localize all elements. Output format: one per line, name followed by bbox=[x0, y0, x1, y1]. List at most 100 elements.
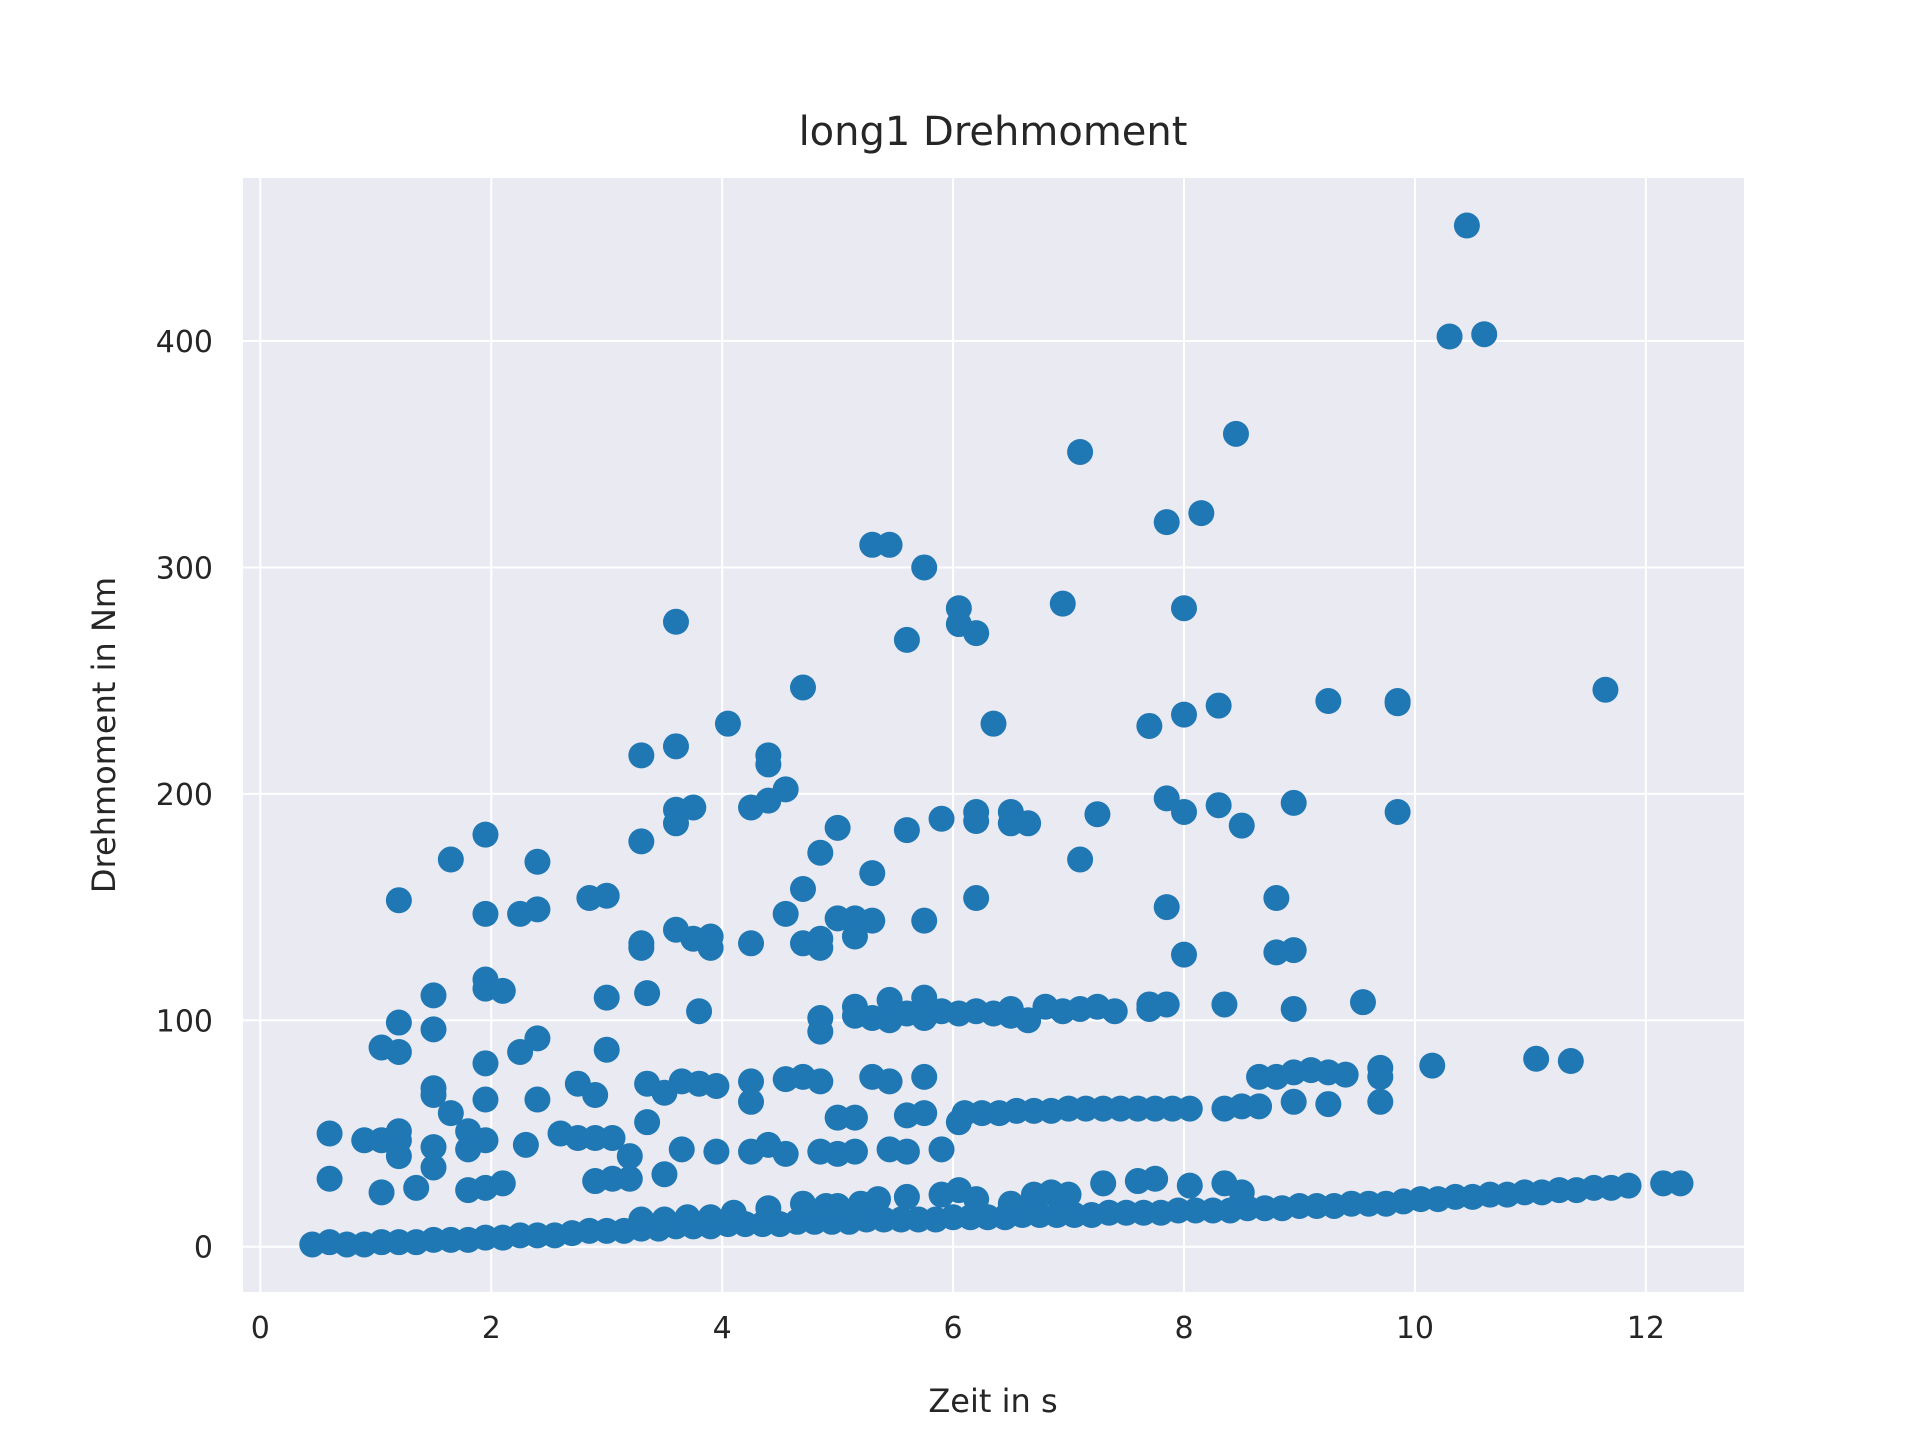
data-point bbox=[651, 1161, 678, 1188]
data-point bbox=[824, 814, 851, 841]
data-point bbox=[1384, 798, 1411, 825]
data-point bbox=[789, 875, 816, 902]
data-point bbox=[437, 846, 464, 873]
data-point bbox=[1419, 1052, 1446, 1079]
data-point bbox=[1084, 801, 1111, 828]
data-point bbox=[1090, 1170, 1117, 1197]
y-tick-label: 400 bbox=[156, 325, 213, 360]
data-point bbox=[807, 839, 834, 866]
data-point bbox=[1153, 991, 1180, 1018]
data-point bbox=[1246, 1093, 1273, 1120]
data-point bbox=[385, 1009, 412, 1036]
data-point bbox=[1142, 1165, 1169, 1192]
data-point bbox=[1176, 1095, 1203, 1122]
data-point bbox=[789, 1190, 816, 1217]
data-point bbox=[582, 1082, 609, 1109]
data-point bbox=[1153, 894, 1180, 921]
data-point bbox=[437, 1100, 464, 1127]
y-tick-labels: 0 100 200 300 400 bbox=[156, 325, 213, 1266]
data-point bbox=[772, 900, 799, 927]
data-point bbox=[524, 896, 551, 923]
data-point bbox=[893, 1183, 920, 1210]
data-point bbox=[403, 1174, 430, 1201]
data-point bbox=[963, 1186, 990, 1213]
data-point bbox=[1055, 1181, 1082, 1208]
data-point bbox=[316, 1120, 343, 1147]
data-point bbox=[859, 907, 886, 934]
data-point bbox=[1171, 941, 1198, 968]
data-point bbox=[662, 733, 689, 760]
data-point bbox=[662, 608, 689, 635]
data-point bbox=[472, 1050, 499, 1077]
data-point bbox=[807, 934, 834, 961]
data-point bbox=[893, 1138, 920, 1165]
data-point bbox=[668, 1136, 695, 1163]
data-point bbox=[1436, 323, 1463, 350]
chart-title: long1 Drehmoment bbox=[799, 109, 1188, 155]
x-tick-label: 12 bbox=[1627, 1311, 1665, 1346]
data-point bbox=[1280, 1088, 1307, 1115]
x-tick-label: 4 bbox=[713, 1311, 732, 1346]
data-point bbox=[616, 1165, 643, 1192]
data-point bbox=[1280, 995, 1307, 1022]
data-point bbox=[1315, 1091, 1342, 1118]
data-point bbox=[472, 900, 499, 927]
data-points bbox=[299, 212, 1694, 1258]
data-point bbox=[680, 794, 707, 821]
data-point bbox=[593, 984, 620, 1011]
data-point bbox=[316, 1165, 343, 1192]
data-point bbox=[385, 1038, 412, 1065]
data-point bbox=[368, 1179, 395, 1206]
x-tick-label: 6 bbox=[944, 1311, 963, 1346]
data-point bbox=[1222, 420, 1249, 447]
data-point bbox=[634, 1109, 661, 1136]
data-point bbox=[628, 742, 655, 769]
data-point bbox=[911, 907, 938, 934]
data-point bbox=[1280, 789, 1307, 816]
data-point bbox=[628, 1206, 655, 1233]
data-point bbox=[1557, 1048, 1584, 1075]
data-point bbox=[420, 1082, 447, 1109]
data-point bbox=[674, 1204, 701, 1231]
data-point bbox=[772, 776, 799, 803]
data-point bbox=[1384, 690, 1411, 717]
data-point bbox=[616, 1143, 643, 1170]
x-tick-label: 8 bbox=[1174, 1311, 1193, 1346]
data-point bbox=[593, 1036, 620, 1063]
data-point bbox=[911, 1063, 938, 1090]
data-point bbox=[1667, 1170, 1694, 1197]
data-point bbox=[841, 923, 868, 950]
data-point bbox=[824, 1192, 851, 1219]
data-point bbox=[859, 860, 886, 887]
data-point bbox=[1523, 1045, 1550, 1072]
data-point bbox=[1211, 991, 1238, 1018]
y-tick-label: 300 bbox=[156, 551, 213, 586]
y-tick-label: 0 bbox=[194, 1231, 213, 1266]
data-point bbox=[963, 808, 990, 835]
data-point bbox=[1228, 812, 1255, 839]
x-tick-label: 10 bbox=[1396, 1311, 1434, 1346]
data-point bbox=[489, 1170, 516, 1197]
data-point bbox=[1171, 701, 1198, 728]
data-point bbox=[980, 710, 1007, 737]
data-point bbox=[420, 1016, 447, 1043]
data-point bbox=[928, 1136, 955, 1163]
data-point bbox=[1592, 676, 1619, 703]
data-point bbox=[1315, 688, 1342, 715]
data-point bbox=[1471, 321, 1498, 348]
data-point bbox=[1205, 792, 1232, 819]
data-point bbox=[1332, 1061, 1359, 1088]
data-point bbox=[420, 982, 447, 1009]
data-point bbox=[1263, 885, 1290, 912]
data-point bbox=[1176, 1172, 1203, 1199]
data-point bbox=[1188, 500, 1215, 527]
data-point bbox=[1136, 712, 1163, 739]
data-point bbox=[472, 1086, 499, 1113]
data-point bbox=[1171, 595, 1198, 622]
data-point bbox=[472, 1127, 499, 1154]
data-point bbox=[1453, 212, 1480, 239]
data-point bbox=[599, 1125, 626, 1152]
data-point bbox=[512, 1131, 539, 1158]
data-point bbox=[893, 626, 920, 653]
data-point bbox=[841, 1138, 868, 1165]
